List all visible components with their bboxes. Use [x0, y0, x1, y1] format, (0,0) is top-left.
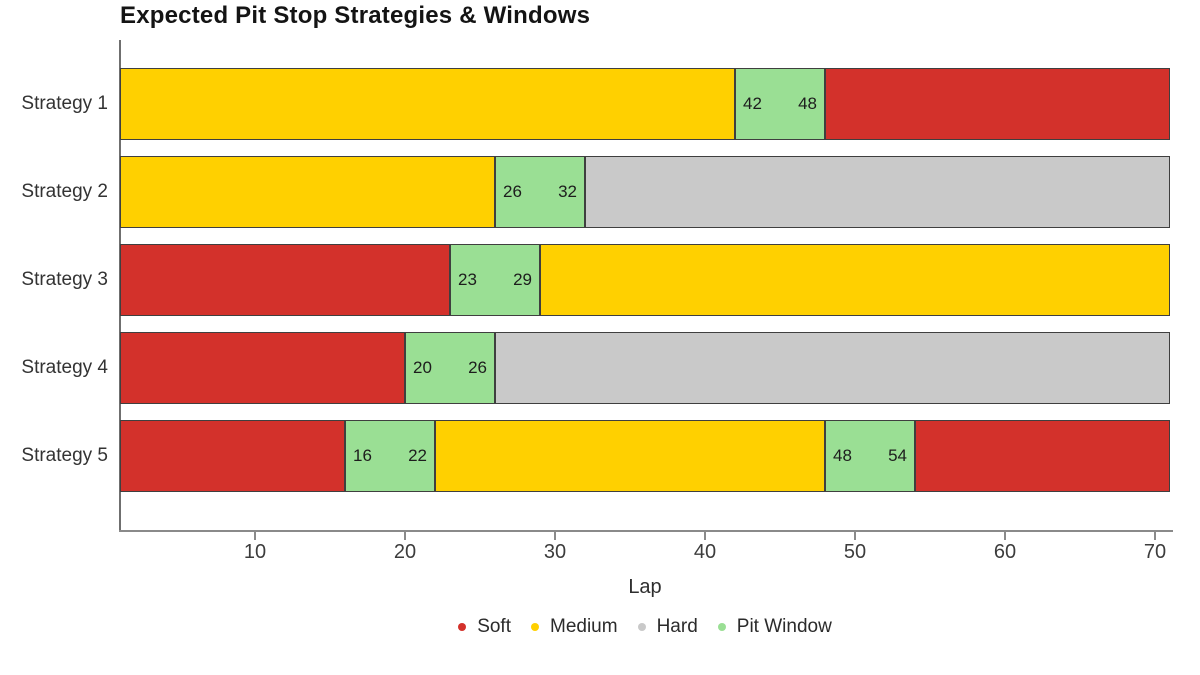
x-axis-tick [854, 532, 856, 540]
x-axis-tick-label: 30 [543, 541, 567, 563]
legend: Soft Medium Hard Pit Window [0, 616, 1200, 638]
stint-segment-hard [495, 332, 1170, 404]
legend-label: Hard [656, 616, 698, 637]
y-axis-category-label: Strategy 4 [21, 357, 108, 378]
x-axis-label: Lap [628, 576, 662, 598]
legend-item-soft: Soft [458, 616, 511, 638]
x-axis-tick-label: 70 [1143, 541, 1167, 563]
x-axis-tick [254, 532, 256, 540]
x-axis-spine [119, 530, 1173, 532]
chart-title: Expected Pit Stop Strategies & Windows [120, 2, 591, 29]
legend-label: Medium [550, 616, 618, 637]
stint-segment-soft [825, 68, 1170, 140]
x-axis-tick [404, 532, 406, 540]
stint-segment-medium [435, 420, 825, 492]
legend-item-hard: Hard [637, 616, 698, 638]
pit-window-end-label: 54 [888, 446, 907, 465]
x-axis-tick [1154, 532, 1156, 540]
pit-window-end-label: 29 [513, 270, 532, 289]
y-axis-category-label: Strategy 5 [21, 445, 108, 466]
x-axis-tick-label: 20 [393, 541, 417, 563]
pit-window-segment: 23 29 [450, 244, 540, 316]
stint-segment-soft [120, 420, 345, 492]
pit-window-start-label: 20 [413, 358, 432, 377]
legend-label: Pit Window [736, 616, 832, 637]
pit-window-end-label: 22 [408, 446, 427, 465]
x-axis-tick-label: 40 [693, 541, 717, 563]
pit-window-end-label: 48 [798, 94, 817, 113]
x-axis-tick-label: 50 [843, 541, 867, 563]
stint-segment-medium [540, 244, 1170, 316]
x-axis-tick [554, 532, 556, 540]
stint-segment-soft [120, 244, 450, 316]
y-axis-category-label: Strategy 2 [21, 181, 108, 202]
pit-window-start-label: 26 [503, 182, 522, 201]
pit-window-segment: 20 26 [405, 332, 495, 404]
y-axis-category-label: Strategy 3 [21, 269, 108, 290]
legend-label: Soft [477, 616, 511, 637]
x-axis-tick [1004, 532, 1006, 540]
stint-segment-soft [120, 332, 405, 404]
stint-segment-medium [120, 68, 735, 140]
x-axis-tick [704, 532, 706, 540]
pit-window-segment: 26 32 [495, 156, 585, 228]
pit-swatch-icon [717, 623, 726, 631]
pit-window-segment: 48 54 [825, 420, 915, 492]
y-axis-category-label: Strategy 1 [21, 93, 108, 114]
legend-item-pit: Pit Window [717, 616, 832, 638]
stint-segment-hard [585, 156, 1170, 228]
x-axis-tick-label: 10 [243, 541, 267, 563]
pit-window-segment: 42 48 [735, 68, 825, 140]
pit-window-start-label: 16 [353, 446, 372, 465]
pit-window-start-label: 42 [743, 94, 762, 113]
pit-window-start-label: 48 [833, 446, 852, 465]
stint-segment-soft [915, 420, 1170, 492]
hard-swatch-icon [637, 623, 646, 631]
pit-window-end-label: 32 [558, 182, 577, 201]
pit-window-start-label: 23 [458, 270, 477, 289]
legend-item-medium: Medium [531, 616, 618, 638]
pit-window-end-label: 26 [468, 358, 487, 377]
stint-segment-medium [120, 156, 495, 228]
medium-swatch-icon [531, 623, 539, 631]
pit-window-segment: 16 22 [345, 420, 435, 492]
soft-swatch-icon [458, 623, 467, 631]
x-axis-tick-label: 60 [993, 541, 1017, 563]
